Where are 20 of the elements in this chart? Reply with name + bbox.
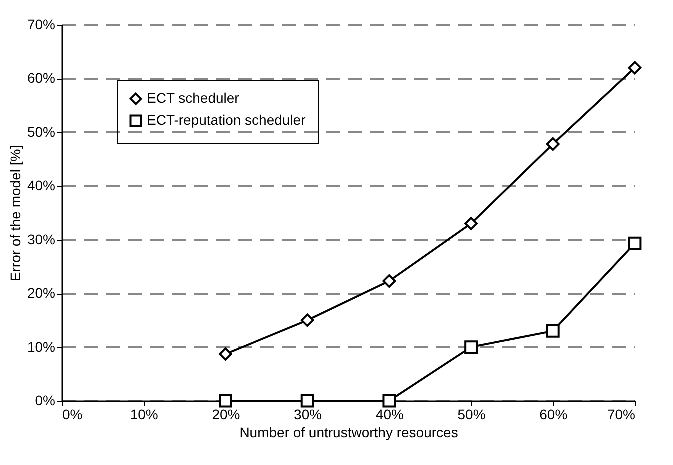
x-tick-label: 70% — [607, 406, 636, 422]
x-tick-label: 30% — [294, 406, 322, 422]
y-tick-label: 70% — [27, 16, 56, 32]
x-tick-label: 20% — [212, 406, 240, 422]
y-tick-label: 30% — [27, 231, 56, 248]
legend-label: ECT-reputation scheduler — [147, 112, 306, 128]
x-tick-label: 0% — [62, 406, 83, 422]
y-axis-title: Error of the model [%] — [7, 145, 24, 282]
y-tick-label: 50% — [27, 124, 56, 140]
y-tick-label: 40% — [27, 178, 56, 194]
x-tick-label: 60% — [540, 406, 568, 422]
x-tick-label: 50% — [458, 406, 486, 422]
y-tick-label: 20% — [27, 285, 56, 302]
x-tick-label: 10% — [130, 406, 158, 422]
y-tick-label: 0% — [35, 392, 56, 408]
y-tick-label: 60% — [27, 70, 56, 86]
x-tick-label: 40% — [376, 406, 404, 422]
legend-label: ECT scheduler — [147, 90, 240, 106]
x-axis-title: Number of untrustworthy resources — [240, 424, 458, 440]
y-tick-label: 10% — [27, 338, 56, 355]
